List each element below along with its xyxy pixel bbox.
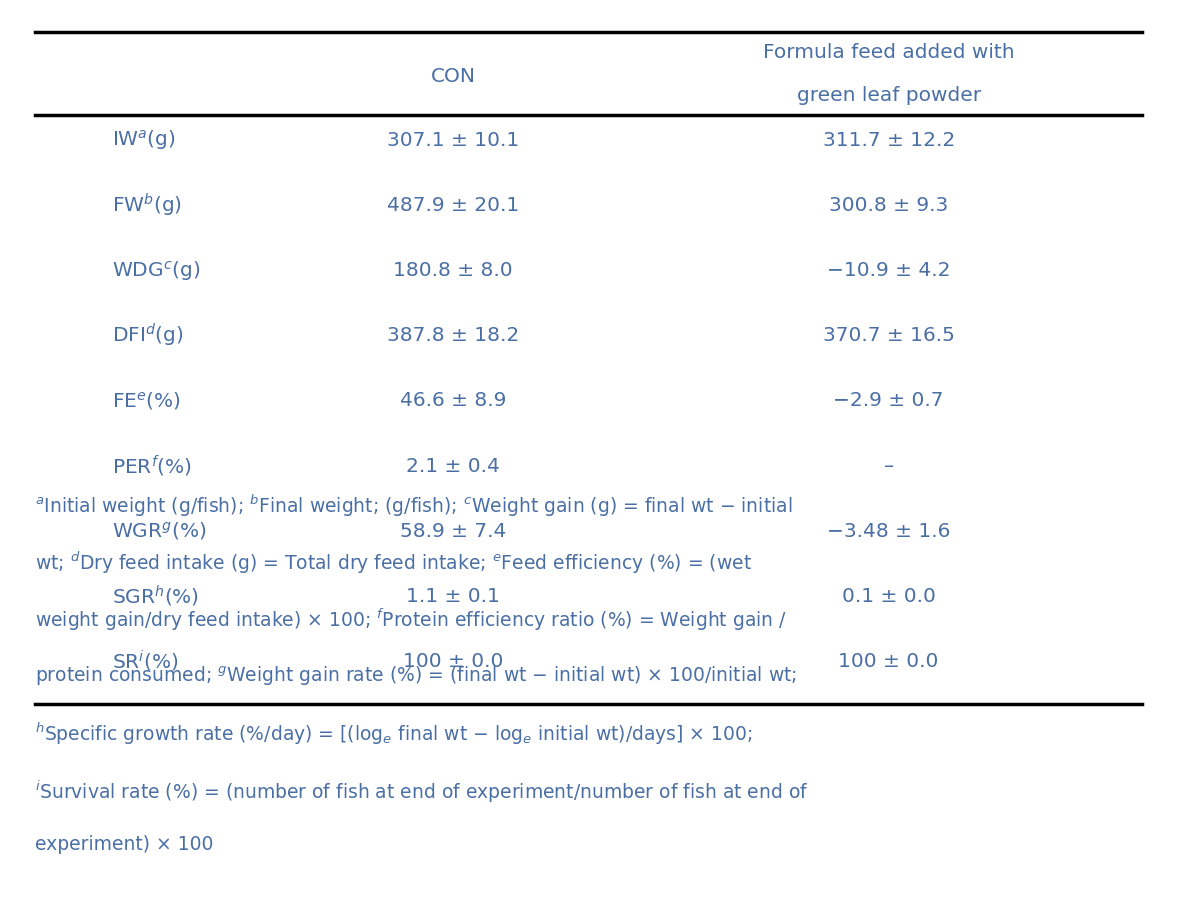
Text: 1.1 ± 0.1: 1.1 ± 0.1 — [406, 587, 500, 605]
Text: SR$^{i}$(%): SR$^{i}$(%) — [112, 649, 179, 674]
Text: 58.9 ± 7.4: 58.9 ± 7.4 — [400, 522, 506, 540]
Text: $^{a}$Initial weight (g/fish); $^{b}$Final weight; (g/fish); $^{c}$Weight gain (: $^{a}$Initial weight (g/fish); $^{b}$Fin… — [35, 493, 793, 519]
Text: $^{h}$Specific growth rate (%/day) = [(log$_{e}$ final wt − log$_{e}$ initial wt: $^{h}$Specific growth rate (%/day) = [(l… — [35, 721, 753, 748]
Text: $^{i}$Survival rate (%) = (number of fish at end of experiment/number of fish at: $^{i}$Survival rate (%) = (number of fis… — [35, 778, 809, 805]
Text: PER$^{f}$(%): PER$^{f}$(%) — [112, 453, 192, 479]
Text: SGR$^{h}$(%): SGR$^{h}$(%) — [112, 584, 199, 609]
Text: 487.9 ± 20.1: 487.9 ± 20.1 — [387, 196, 519, 214]
Text: 100 ± 0.0: 100 ± 0.0 — [403, 653, 504, 671]
Text: 387.8 ± 18.2: 387.8 ± 18.2 — [387, 327, 519, 345]
Text: 311.7 ± 12.2: 311.7 ± 12.2 — [823, 131, 955, 149]
Text: 180.8 ± 8.0: 180.8 ± 8.0 — [393, 262, 513, 280]
Text: 0.1 ± 0.0: 0.1 ± 0.0 — [842, 587, 936, 605]
Text: 300.8 ± 9.3: 300.8 ± 9.3 — [829, 196, 949, 214]
Text: 100 ± 0.0: 100 ± 0.0 — [838, 653, 939, 671]
Text: green leaf powder: green leaf powder — [797, 86, 980, 104]
Text: −2.9 ± 0.7: −2.9 ± 0.7 — [833, 392, 944, 410]
Text: Formula feed added with: Formula feed added with — [763, 43, 1015, 62]
Text: CON: CON — [431, 67, 476, 85]
Text: DFI$^{d}$(g): DFI$^{d}$(g) — [112, 322, 184, 349]
Text: 46.6 ± 8.9: 46.6 ± 8.9 — [400, 392, 506, 410]
Text: wt; $^{d}$Dry feed intake (g) = Total dry feed intake; $^{e}$Feed efficiency (%): wt; $^{d}$Dry feed intake (g) = Total dr… — [35, 550, 752, 576]
Text: FE$^{e}$(%): FE$^{e}$(%) — [112, 390, 180, 412]
Text: protein consumed; $^{g}$Weight gain rate (%) = (final wt − initial wt) × 100/ini: protein consumed; $^{g}$Weight gain rate… — [35, 664, 797, 688]
Text: WDG$^{c}$(g): WDG$^{c}$(g) — [112, 259, 200, 282]
Text: WGR$^{g}$(%): WGR$^{g}$(%) — [112, 520, 206, 542]
Text: weight gain/dry feed intake) × 100; $^{f}$Protein efficiency ratio (%) = Weight : weight gain/dry feed intake) × 100; $^{f… — [35, 607, 787, 633]
Text: 2.1 ± 0.4: 2.1 ± 0.4 — [406, 457, 500, 475]
Text: experiment) × 100: experiment) × 100 — [35, 835, 214, 854]
Text: IW$^{a}$(g): IW$^{a}$(g) — [112, 129, 175, 152]
Text: −3.48 ± 1.6: −3.48 ± 1.6 — [827, 522, 950, 540]
Text: 370.7 ± 16.5: 370.7 ± 16.5 — [823, 327, 955, 345]
Text: −10.9 ± 4.2: −10.9 ± 4.2 — [827, 262, 950, 280]
Text: –: – — [884, 457, 893, 475]
Text: 307.1 ± 10.1: 307.1 ± 10.1 — [387, 131, 519, 149]
Text: FW$^{b}$(g): FW$^{b}$(g) — [112, 192, 181, 219]
